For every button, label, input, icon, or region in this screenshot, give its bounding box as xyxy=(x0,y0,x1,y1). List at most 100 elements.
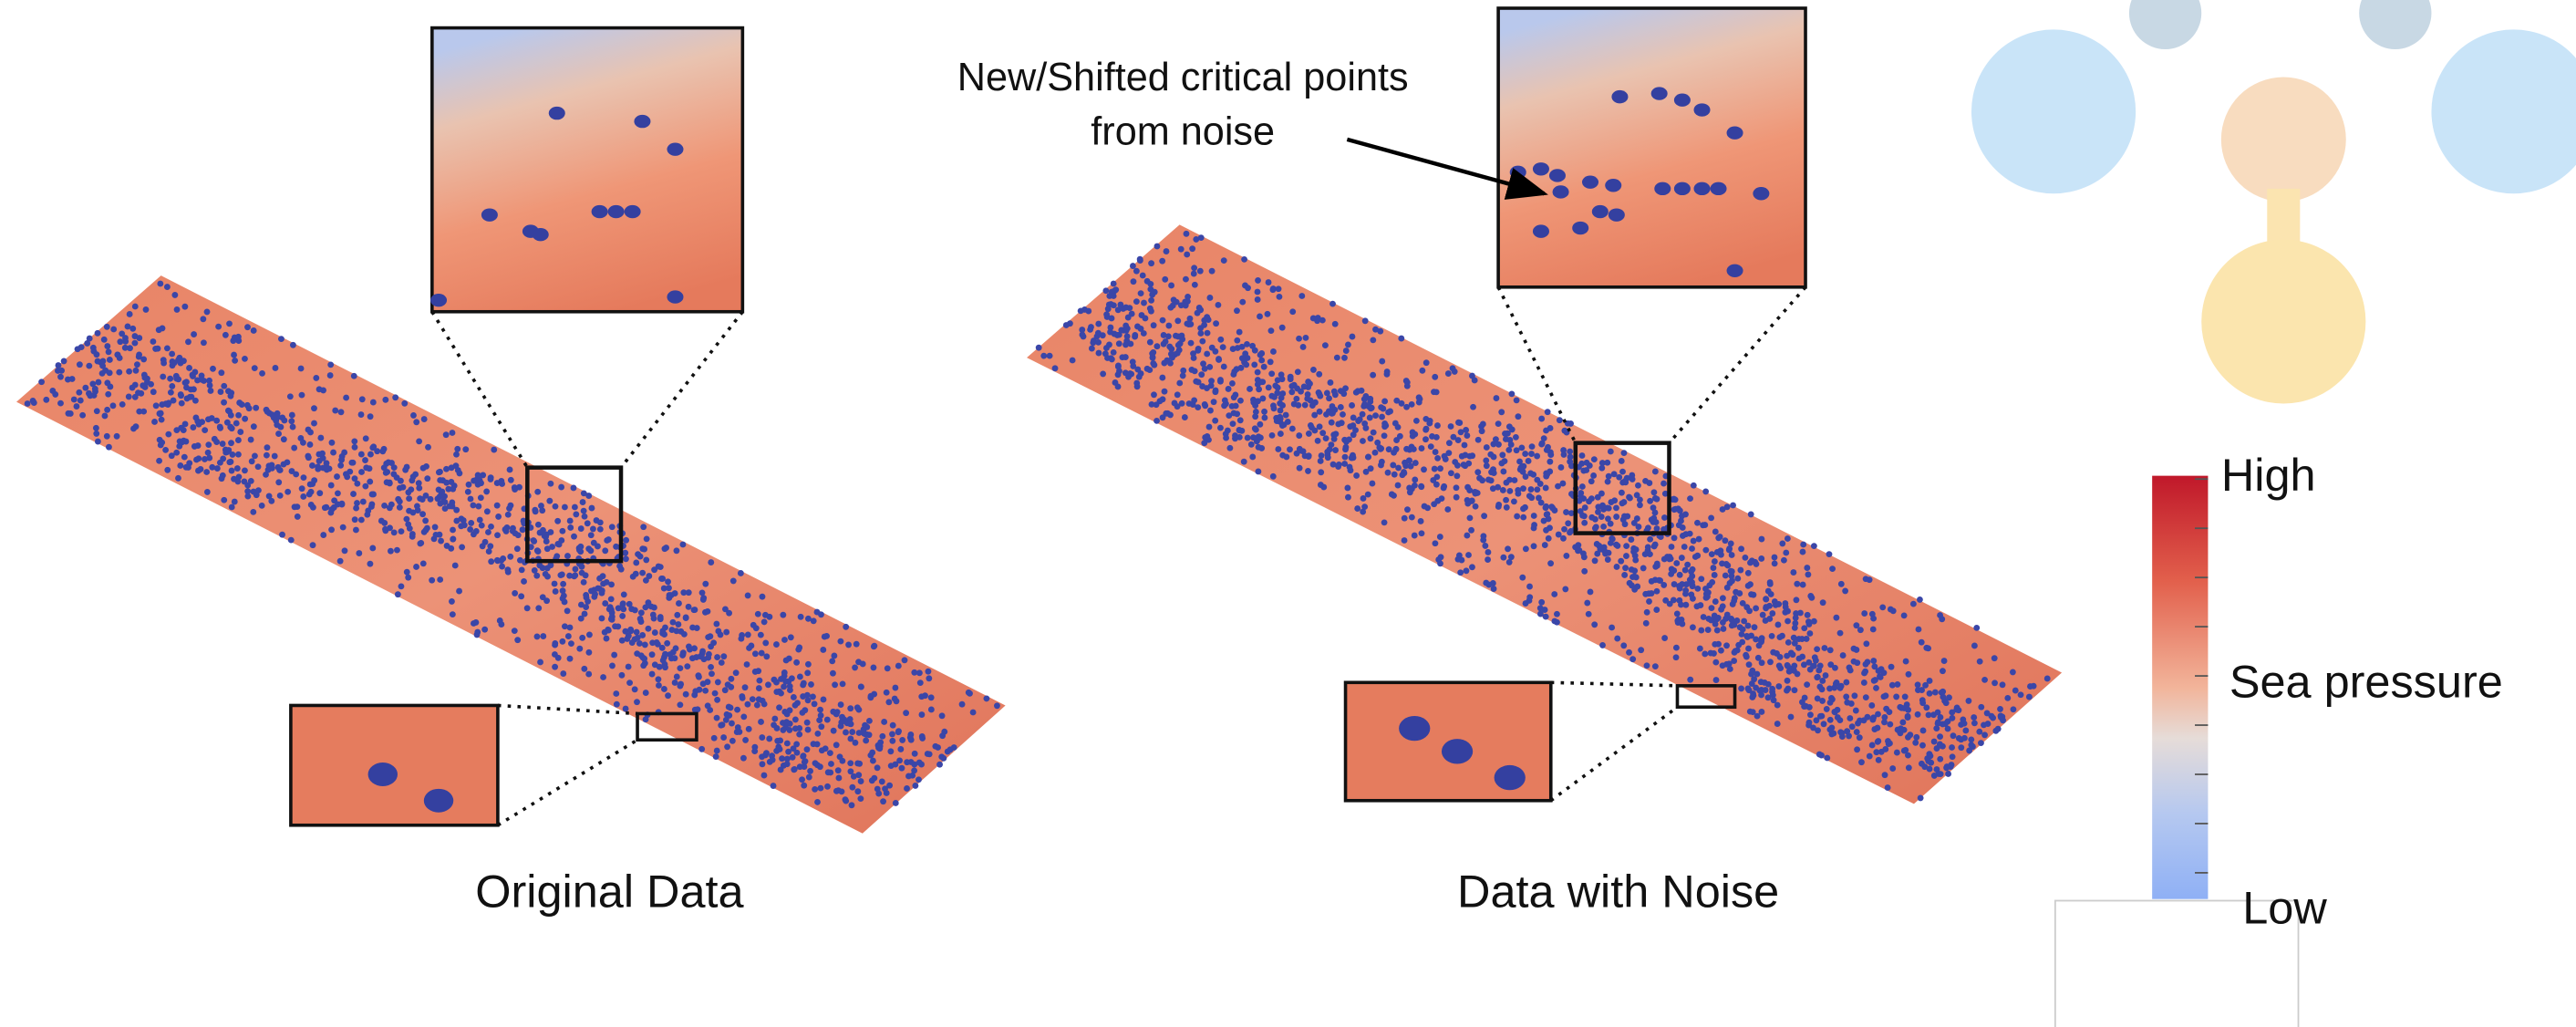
critical-point xyxy=(208,388,214,394)
critical-point xyxy=(86,363,92,369)
critical-point xyxy=(702,581,709,587)
critical-point xyxy=(759,753,765,760)
critical-point xyxy=(221,399,227,406)
critical-point xyxy=(1151,391,1157,398)
critical-point xyxy=(281,462,287,468)
critical-point xyxy=(1636,524,1642,530)
critical-point xyxy=(775,744,781,751)
critical-point xyxy=(1812,654,1818,660)
critical-point xyxy=(1543,485,1549,492)
critical-point xyxy=(585,598,591,605)
critical-point xyxy=(1835,714,1841,721)
critical-point xyxy=(295,514,301,520)
critical-point xyxy=(1653,607,1660,613)
critical-point xyxy=(1202,401,1208,408)
critical-point xyxy=(479,523,485,529)
critical-point xyxy=(1705,627,1712,633)
critical-point xyxy=(2018,691,2024,698)
critical-point xyxy=(1508,390,1515,397)
critical-point xyxy=(1096,350,1102,357)
critical-point xyxy=(165,431,171,438)
critical-point xyxy=(819,747,825,753)
critical-point xyxy=(1722,537,1728,544)
critical-point xyxy=(1772,560,1778,566)
critical-point xyxy=(655,641,661,648)
critical-point xyxy=(1875,738,1881,744)
critical-point xyxy=(1976,729,1982,735)
critical-point xyxy=(272,453,278,460)
critical-point xyxy=(560,581,566,587)
critical-point xyxy=(1758,536,1764,543)
critical-point xyxy=(1248,441,1255,448)
critical-point xyxy=(602,547,608,554)
critical-point xyxy=(571,485,577,492)
critical-point xyxy=(724,711,730,718)
critical-point xyxy=(745,632,751,638)
critical-point xyxy=(1183,276,1189,283)
critical-point xyxy=(1786,669,1793,675)
critical-point xyxy=(1343,348,1350,354)
critical-point xyxy=(1664,554,1671,560)
critical-point xyxy=(1621,514,1628,520)
critical-point xyxy=(638,609,645,616)
critical-point xyxy=(1437,465,1443,472)
critical-point xyxy=(1365,492,1371,498)
critical-point xyxy=(279,415,285,421)
critical-point xyxy=(1347,423,1353,430)
critical-point xyxy=(1279,422,1286,429)
critical-point xyxy=(1312,399,1319,406)
critical-point xyxy=(1567,420,1574,427)
critical-point xyxy=(175,376,181,382)
critical-point xyxy=(599,616,605,622)
critical-point xyxy=(1772,555,1778,561)
critical-point xyxy=(1350,415,1357,421)
critical-point xyxy=(1755,655,1762,661)
critical-point xyxy=(210,366,216,372)
critical-point xyxy=(151,419,158,425)
critical-point xyxy=(175,475,181,482)
critical-point xyxy=(626,679,633,686)
critical-point xyxy=(1332,447,1339,453)
critical-point xyxy=(204,309,211,316)
critical-point xyxy=(805,727,812,733)
critical-point xyxy=(839,714,845,721)
critical-point xyxy=(1543,503,1549,510)
critical-point xyxy=(1642,551,1649,557)
critical-point xyxy=(1539,441,1546,447)
critical-point xyxy=(1102,350,1109,357)
critical-point xyxy=(1379,414,1385,420)
critical-point xyxy=(853,740,859,746)
critical-point xyxy=(300,493,306,500)
critical-point xyxy=(1775,601,1782,607)
critical-point xyxy=(1148,260,1154,266)
critical-point xyxy=(1723,642,1730,648)
critical-point xyxy=(894,698,900,704)
critical-point xyxy=(818,785,824,792)
critical-point xyxy=(854,788,861,794)
critical-point xyxy=(619,613,626,619)
critical-point xyxy=(1804,565,1810,571)
critical-point xyxy=(778,690,784,697)
critical-point xyxy=(578,525,585,532)
critical-point xyxy=(833,742,840,748)
critical-point xyxy=(1936,771,1942,777)
critical-point xyxy=(468,520,474,526)
critical-point xyxy=(761,701,768,708)
critical-point xyxy=(806,774,812,781)
critical-point xyxy=(204,489,211,495)
critical-point xyxy=(761,773,768,779)
critical-point xyxy=(1865,714,1871,721)
critical-point xyxy=(543,534,549,540)
critical-point xyxy=(1172,400,1178,407)
critical-point xyxy=(1905,707,1911,713)
zoom-inset xyxy=(430,28,742,312)
critical-point xyxy=(1563,509,1569,515)
critical-point xyxy=(1223,400,1229,407)
critical-point xyxy=(1170,303,1176,309)
critical-point xyxy=(512,590,518,596)
critical-point xyxy=(623,537,629,544)
critical-point xyxy=(763,653,770,659)
critical-point xyxy=(1727,265,1743,277)
critical-point xyxy=(1681,544,1688,550)
critical-point xyxy=(65,377,71,383)
